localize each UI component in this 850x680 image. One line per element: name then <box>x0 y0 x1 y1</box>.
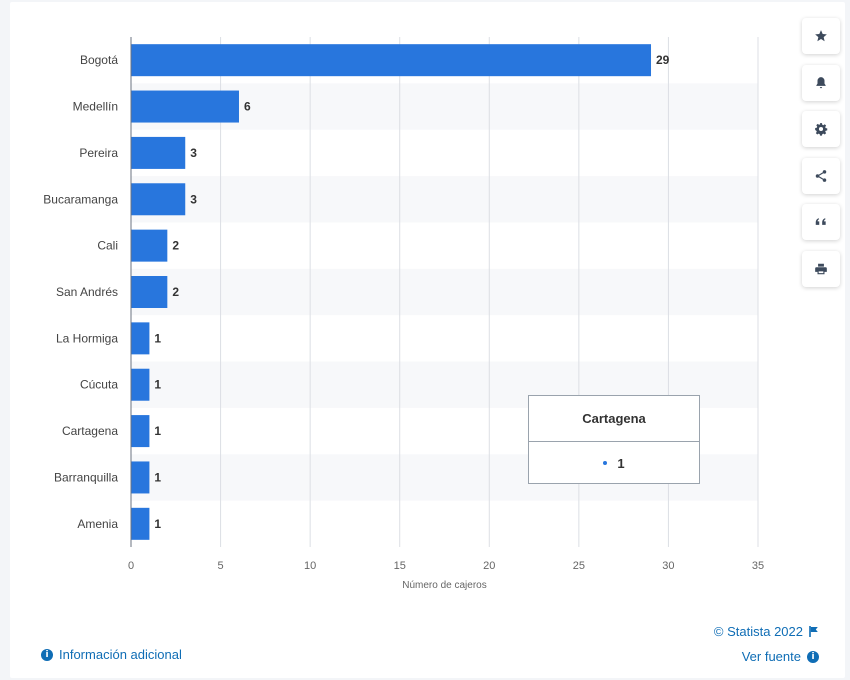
gear-icon <box>815 123 828 136</box>
copyright-link[interactable]: © Statista 2022 <box>714 624 819 639</box>
category-label: Amenia <box>77 517 118 531</box>
data-label: 1 <box>154 331 161 345</box>
view-source-link[interactable]: Ver fuente i <box>742 649 819 664</box>
data-label: 6 <box>244 100 251 114</box>
bar[interactable] <box>131 368 150 401</box>
bar[interactable] <box>131 415 150 448</box>
info-icon: i <box>41 648 53 661</box>
cite-button[interactable] <box>802 204 840 240</box>
share-icon <box>815 169 827 182</box>
chart-card: Bogotá 29 Medellín 6 Pereira 3 Bucaramanga 3 Cal… <box>10 2 845 678</box>
category-label: Barranquilla <box>54 470 118 484</box>
x-tick-label: 10 <box>304 560 316 572</box>
bar-chart: Bogotá 29 Medellín 6 Pereira 3 Bucaramanga 3 Cal… <box>43 37 764 591</box>
notification-button[interactable] <box>802 64 840 101</box>
x-tick-label: 30 <box>662 560 674 572</box>
tooltip-title: Cartagena <box>529 396 699 442</box>
star-button[interactable] <box>802 18 840 54</box>
category-label: Bucaramanga <box>43 192 118 206</box>
category-label: Medellín <box>73 100 118 114</box>
bar[interactable] <box>131 276 168 308</box>
bar[interactable] <box>131 44 652 77</box>
bar[interactable] <box>131 507 150 540</box>
category-label: San Andrés <box>56 285 118 299</box>
chart-tooltip: Cartagena 1 <box>528 395 700 484</box>
bar[interactable] <box>131 229 168 262</box>
additional-info-label: Información adicional <box>59 647 182 662</box>
category-label: Pereira <box>79 146 118 160</box>
data-label: 1 <box>154 517 161 531</box>
x-tick-label: 5 <box>218 560 224 572</box>
x-tick-label: 25 <box>573 560 585 572</box>
data-label: 3 <box>190 146 197 160</box>
tooltip-body: 1 <box>529 442 699 484</box>
copyright-label: © Statista 2022 <box>713 624 803 639</box>
data-label: 1 <box>154 470 161 484</box>
bar[interactable] <box>131 461 150 494</box>
row-band <box>131 268 758 316</box>
category-label: Cali <box>97 239 118 253</box>
tooltip-value: 1 <box>617 455 625 471</box>
row-band <box>131 176 758 223</box>
bar[interactable] <box>131 322 150 355</box>
flag-icon <box>809 626 818 637</box>
data-label: 3 <box>190 192 197 206</box>
bar[interactable] <box>131 90 239 123</box>
quote-icon <box>815 218 826 225</box>
category-label: Cúcuta <box>80 378 118 392</box>
x-tick-label: 0 <box>128 560 134 572</box>
x-tick-label: 20 <box>483 560 495 572</box>
x-tick-label: 15 <box>394 560 406 572</box>
share-button[interactable] <box>802 157 840 194</box>
category-label: Bogotá <box>80 53 118 67</box>
data-label: 2 <box>172 285 179 299</box>
category-label: La Hormiga <box>56 331 118 345</box>
print-icon <box>815 263 827 274</box>
category-label: Cartagena <box>62 424 118 438</box>
data-label: 2 <box>172 239 179 253</box>
bar[interactable] <box>131 183 186 216</box>
bar[interactable] <box>131 136 186 169</box>
x-axis-title: Número de cajeros <box>402 580 486 591</box>
side-toolbar <box>802 18 840 297</box>
x-tick-label: 35 <box>752 560 764 572</box>
star-icon <box>815 30 827 42</box>
data-label: 29 <box>656 53 670 67</box>
additional-info-link[interactable]: i Información adicional <box>41 647 182 662</box>
settings-button[interactable] <box>802 111 840 147</box>
data-label: 1 <box>154 424 161 438</box>
source-info-icon: i <box>807 650 819 663</box>
bell-icon <box>816 76 826 88</box>
view-source-label: Ver fuente <box>741 649 801 664</box>
tooltip-series-dot <box>603 461 608 465</box>
print-button[interactable] <box>802 250 840 287</box>
data-label: 1 <box>154 378 161 392</box>
